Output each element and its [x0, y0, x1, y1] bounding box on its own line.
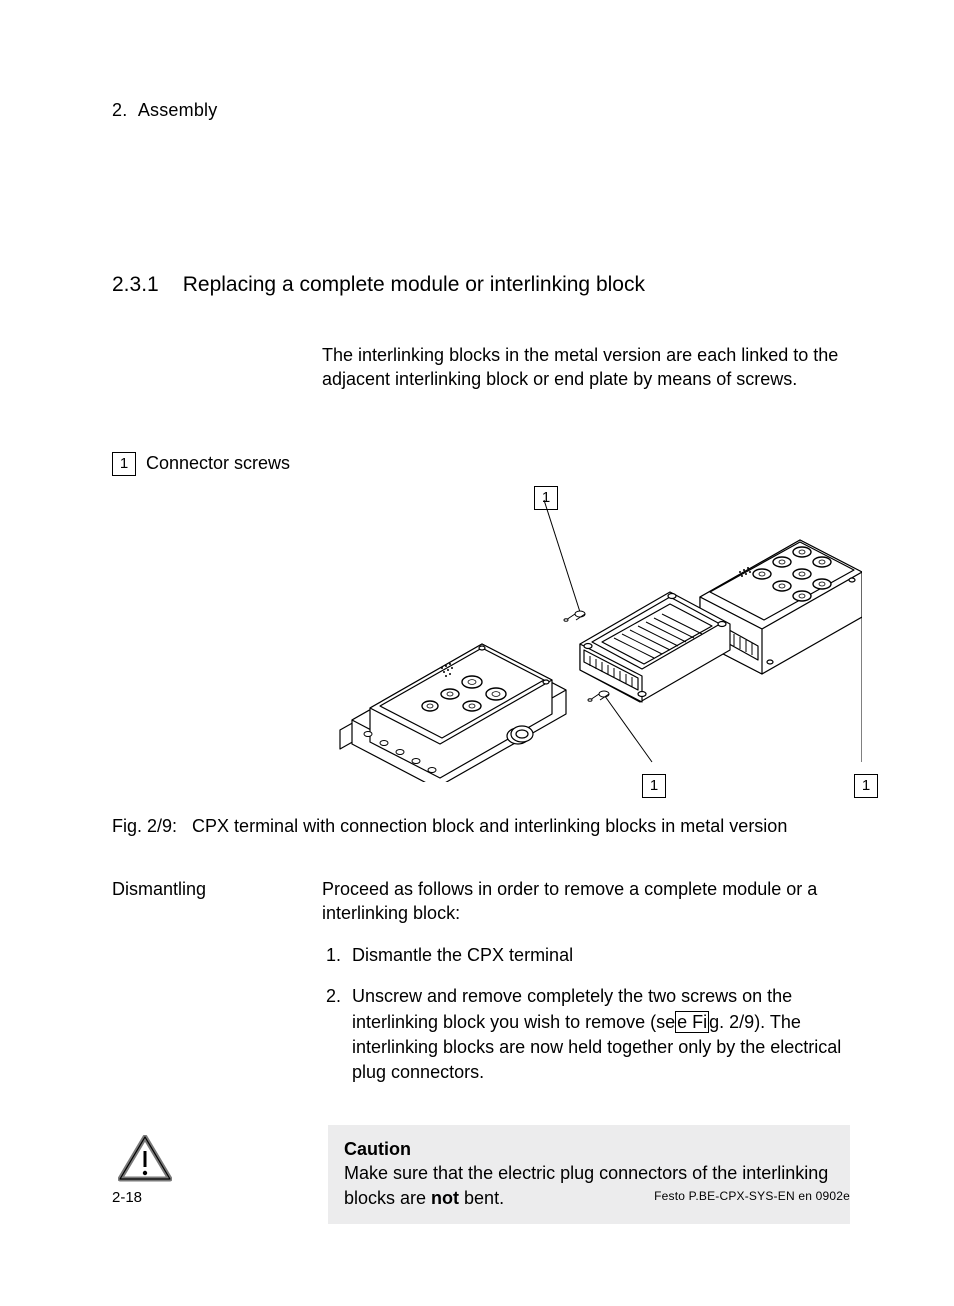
- document-id: Festo P.BE-CPX-SYS-EN en 0902e: [654, 1189, 850, 1206]
- figure: 1 1 1: [112, 472, 850, 792]
- dismantling-lead: Proceed as follows in order to remove a …: [322, 877, 850, 926]
- figure-caption-text: CPX terminal with connection block and i…: [192, 816, 787, 836]
- figure-diagram: [322, 462, 862, 782]
- caution-icon: [112, 1125, 328, 1188]
- page-footer: 2-18 Festo P.BE-CPX-SYS-EN en 0902e: [112, 1189, 850, 1206]
- page-number: 2-18: [112, 1189, 142, 1206]
- chapter-heading: 2. Assembly: [112, 100, 850, 121]
- dismantling-steps: Dismantle the CPX terminal Unscrew and r…: [322, 943, 850, 1085]
- dismantling-block: Dismantling Proceed as follows in order …: [112, 877, 850, 926]
- chapter-title: Assembly: [138, 100, 218, 120]
- dismantling-label: Dismantling: [112, 877, 322, 926]
- intro-paragraph: The interlinking blocks in the metal ver…: [322, 343, 842, 392]
- step-2: Unscrew and remove completely the two sc…: [346, 984, 850, 1085]
- figure-caption: Fig. 2/9: CPX terminal with connection b…: [112, 816, 850, 837]
- figure-ref-box: e Fi: [675, 1011, 709, 1033]
- caution-box: Caution Make sure that the electric plug…: [328, 1125, 850, 1224]
- chapter-number: 2.: [112, 100, 127, 120]
- section-heading: 2.3.1 Replacing a complete module or int…: [112, 273, 850, 297]
- caution-title: Caution: [344, 1139, 411, 1159]
- step-1: Dismantle the CPX terminal: [346, 943, 850, 968]
- section-title: Replacing a complete module or interlink…: [183, 273, 645, 297]
- section-number: 2.3.1: [112, 273, 159, 297]
- figure-caption-label: Fig. 2/9:: [112, 816, 177, 836]
- caution-block: Caution Make sure that the electric plug…: [112, 1125, 850, 1224]
